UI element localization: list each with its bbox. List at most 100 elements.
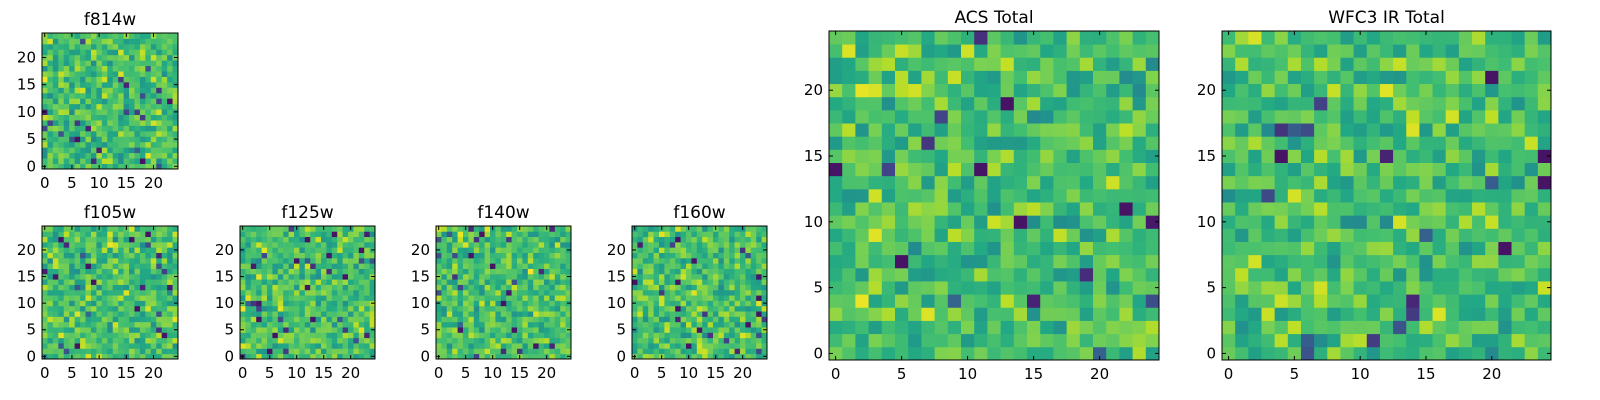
heatmap-cell: [947, 70, 962, 85]
heatmap-cell: [1145, 320, 1160, 335]
heatmap-cell: [637, 252, 644, 259]
heatmap-cell: [1353, 70, 1368, 85]
heatmap-cell: [134, 279, 141, 285]
heatmap-cell: [145, 158, 152, 164]
heatmap-cell: [680, 268, 687, 275]
heatmap-cell: [544, 332, 550, 339]
heatmap-cell: [118, 348, 124, 355]
heatmap-cell: [1314, 241, 1328, 256]
heatmap-cell: [495, 321, 502, 328]
heatmap-cell: [277, 257, 284, 264]
heatmap-cell: [272, 295, 279, 301]
heatmap-cell: [80, 71, 86, 77]
heatmap-cell: [1222, 267, 1236, 282]
heatmap-cell: [1327, 175, 1341, 190]
heatmap-cell: [1458, 254, 1473, 269]
heatmap-cell: [934, 188, 949, 203]
heatmap-cell: [441, 300, 448, 307]
heatmap-cell: [90, 300, 97, 307]
heatmap-cell: [161, 231, 168, 238]
heatmap-cell: [934, 254, 949, 269]
heatmap-cell: [436, 268, 442, 275]
heatmap-cell: [637, 289, 644, 296]
heatmap-cell: [675, 241, 681, 248]
heatmap-cell: [527, 305, 534, 312]
heatmap-cell: [750, 353, 757, 360]
heatmap-cell: [921, 136, 935, 150]
heatmap-cell: [855, 109, 869, 124]
heatmap-cell: [565, 284, 572, 291]
heatmap-cell: [267, 295, 273, 301]
heatmap-cell: [321, 252, 327, 259]
heatmap-cell: [1314, 267, 1328, 282]
heatmap-cell: [1485, 31, 1499, 45]
heatmap-cell: [358, 268, 365, 275]
heatmap-cell: [1511, 175, 1526, 190]
heatmap-cell: [855, 44, 869, 58]
heatmap-cell: [1235, 149, 1249, 163]
heatmap-cell: [484, 247, 491, 253]
heatmap-cell: [868, 346, 883, 361]
heatmap-cell: [1379, 281, 1394, 295]
heatmap-cell: [342, 343, 349, 349]
heatmap-cell: [47, 76, 54, 83]
heatmap-cell: [1379, 136, 1394, 150]
heatmap-cell: [1066, 307, 1081, 321]
heatmap-cell: [696, 257, 703, 264]
heatmap-cell: [1053, 70, 1067, 85]
heatmap-cell: [58, 279, 65, 285]
heatmap-cell: [522, 236, 529, 243]
heatmap-cell: [85, 268, 92, 275]
heatmap-cell: [1366, 254, 1381, 269]
heatmap-cell: [1119, 162, 1133, 177]
plot-frame: [41, 32, 179, 170]
heatmap-cell: [47, 60, 54, 67]
heatmap-cell: [506, 236, 512, 243]
heatmap-cell: [1066, 175, 1081, 190]
heatmap-cell: [321, 257, 327, 264]
heatmap-cell: [63, 38, 70, 45]
heatmap-cell: [139, 295, 146, 301]
heatmap-cell: [167, 321, 173, 328]
heatmap-cell: [123, 38, 130, 45]
heatmap-cell: [517, 295, 523, 301]
heatmap-cell: [881, 241, 896, 256]
heatmap-cell: [1458, 96, 1473, 111]
heatmap-cell: [288, 284, 295, 291]
heatmap-cell: [1040, 96, 1054, 111]
heatmap-cell: [1406, 294, 1420, 308]
heatmap-cell: [490, 284, 496, 291]
heatmap-cell: [517, 289, 523, 296]
heatmap-cell: [1013, 228, 1028, 242]
heatmap-cell: [637, 263, 644, 269]
heatmap-cell: [473, 247, 480, 253]
heatmap-cell: [554, 257, 561, 264]
heatmap-cell: [729, 252, 735, 259]
heatmap-cell: [745, 226, 752, 232]
heatmap-cell: [96, 114, 103, 121]
heatmap-cell: [321, 263, 327, 269]
heatmap-cell: [484, 295, 491, 301]
heatmap-cell: [463, 289, 469, 296]
heatmap-cell: [1327, 320, 1341, 335]
heatmap-cell: [446, 241, 453, 248]
heatmap-cell: [156, 38, 163, 45]
heatmap-cell: [675, 226, 681, 232]
heatmap-cell: [1261, 149, 1276, 163]
heatmap-cell: [538, 321, 545, 328]
heatmap-cell: [150, 87, 157, 94]
heatmap-cell: [1419, 307, 1433, 321]
heatmap-cell: [342, 231, 349, 238]
x-tick-label: 15: [1024, 365, 1043, 383]
heatmap-cell: [522, 284, 529, 291]
heatmap-cell: [123, 54, 130, 61]
heatmap-cell: [1222, 149, 1236, 163]
heatmap-cell: [358, 279, 365, 285]
heatmap-cell: [52, 54, 59, 61]
heatmap-cell: [134, 268, 141, 275]
heatmap-cell: [1366, 136, 1381, 150]
heatmap-cell: [1353, 136, 1368, 150]
heatmap-cell: [1079, 215, 1094, 229]
heatmap-cell: [358, 332, 365, 339]
